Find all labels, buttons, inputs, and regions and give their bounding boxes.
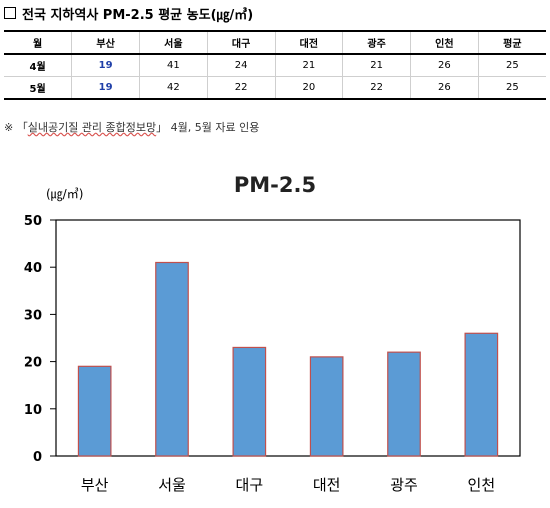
bar	[232, 346, 267, 457]
table-cell: 21	[274, 53, 344, 77]
table-cell: 19	[71, 53, 140, 77]
table-header-cell: 평균	[477, 30, 546, 55]
table-header-row: 월 부산 서울 대구 대전 광주 인천 평균	[4, 30, 546, 55]
table-cell: 19	[71, 76, 140, 100]
table-cell: 24	[206, 53, 276, 77]
table-cell: 26	[410, 53, 479, 77]
table-header-cell: 대전	[274, 30, 344, 55]
chart-title: PM-2.5	[234, 173, 316, 197]
heading: 전국 지하역사 PM-2.5 평균 농도(㎍/㎥)	[4, 4, 254, 23]
table-cell: 22	[342, 76, 411, 100]
table-cell: 5월	[4, 76, 73, 100]
bar	[464, 332, 499, 457]
table-cell: 25	[477, 76, 546, 100]
table-cell: 25	[477, 53, 546, 77]
bar	[309, 356, 344, 457]
table-cell: 26	[410, 76, 479, 100]
table-header-cell: 인천	[410, 30, 479, 55]
table-row: 4월 19 41 24 21 21 26 25	[4, 53, 546, 77]
x-tick-label: 인천	[468, 476, 496, 494]
y-tick-label: 0	[33, 450, 42, 465]
note-prefix: ※ 「	[4, 121, 28, 134]
y-tick-label: 20	[24, 356, 42, 371]
y-tick-label: 50	[24, 214, 42, 229]
table-header-cell: 광주	[342, 30, 411, 55]
table-cell: 42	[139, 76, 208, 100]
x-tick-label: 광주	[390, 476, 418, 494]
page-title: 전국 지하역사 PM-2.5 평균 농도(㎍/㎥)	[22, 7, 254, 23]
table-cell: 21	[342, 53, 411, 77]
table-header-cell: 서울	[139, 30, 208, 55]
y-axis-unit-label: (㎍/㎥)	[46, 187, 83, 201]
bar	[77, 365, 112, 457]
plot-frame	[55, 219, 521, 457]
source-note: ※ 「실내공기질 관리 종합정보망」 4월, 5월 자료 인용	[4, 119, 259, 135]
table-cell: 4월	[4, 53, 73, 77]
x-tick-label: 대전	[313, 476, 341, 494]
pm25-bar-chart: PM-2.5 (㎍/㎥) 0 10 20 30 40 50 부산 서울 대구 대전 광주 인천	[24, 173, 521, 494]
x-tick-label: 부산	[81, 476, 109, 494]
y-tick-label: 30	[24, 308, 42, 323]
table-header-cell: 부산	[71, 30, 140, 55]
table-cell: 41	[139, 53, 208, 77]
y-tick-label: 40	[24, 261, 42, 276]
note-suffix: 」 4월, 5월 자료 인용	[156, 121, 260, 134]
table-row: 5월 19 42 22 20 22 26 25	[4, 76, 546, 100]
x-tick-label: 대구	[236, 476, 264, 494]
pm25-table: 월 부산 서울 대구 대전 광주 인천 평균 4월 19 41 24 21 21…	[4, 30, 546, 100]
note-source: 실내공기질 관리 종합정보망	[27, 121, 157, 134]
table-header-cell: 대구	[206, 30, 276, 55]
y-tick-label: 10	[24, 403, 42, 418]
x-tick-label: 서울	[158, 476, 186, 494]
bar	[155, 261, 189, 457]
empty-square-icon	[4, 7, 16, 19]
bar	[387, 351, 421, 457]
table-cell: 22	[206, 76, 276, 100]
table-header-cell: 월	[4, 30, 73, 55]
table-cell: 20	[274, 76, 344, 100]
